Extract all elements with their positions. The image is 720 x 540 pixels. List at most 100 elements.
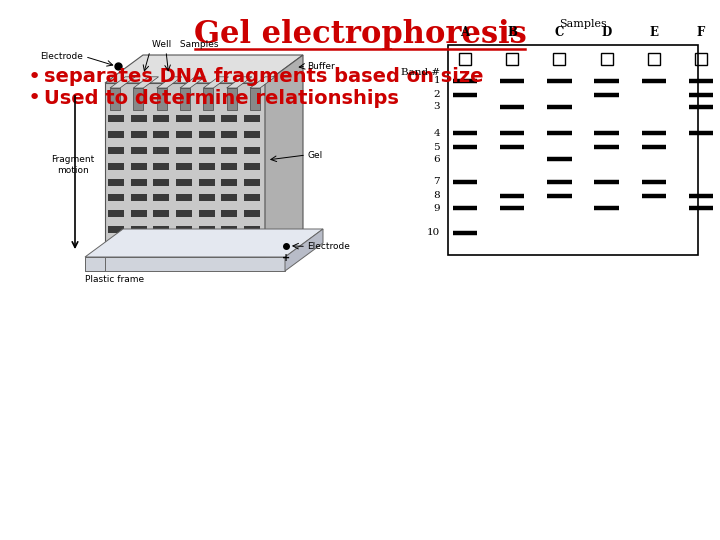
Bar [108,210,124,217]
Text: Gel electrophoresis: Gel electrophoresis [194,19,526,51]
Bar [244,163,260,170]
Bar [176,242,192,249]
Text: 8: 8 [433,192,440,200]
Bar [108,242,124,249]
Bar [221,210,238,217]
Bar [244,115,260,122]
Text: Buffer: Buffer [307,62,335,71]
Bar [176,131,192,138]
Polygon shape [203,88,213,110]
Bar [108,179,124,186]
Text: •: • [28,88,41,108]
Bar [199,179,215,186]
Bar [199,194,215,201]
Bar [176,163,192,170]
Bar [108,131,124,138]
Bar [153,194,169,201]
Text: 5: 5 [433,143,440,152]
Bar [176,210,192,217]
Text: E: E [649,26,658,39]
Bar [108,194,124,201]
Bar [130,242,147,249]
Polygon shape [105,55,303,83]
Text: B: B [508,26,517,39]
Bar [199,226,215,233]
Bar [153,147,169,154]
Text: Well   Samples: Well Samples [152,40,218,49]
Bar [176,147,192,154]
Polygon shape [85,257,105,271]
Bar [506,53,518,65]
Text: +: + [282,253,290,263]
Bar [153,210,169,217]
Bar [108,226,124,233]
Polygon shape [85,257,285,271]
Bar [130,163,147,170]
Bar [176,115,192,122]
Text: Band #: Band # [401,68,440,77]
Bar [130,147,147,154]
Text: 3: 3 [433,102,440,111]
Bar [221,242,238,249]
Bar [244,179,260,186]
Bar [130,210,147,217]
Polygon shape [227,88,237,110]
Bar [199,163,215,170]
Bar [244,131,260,138]
Bar [199,147,215,154]
Polygon shape [180,88,190,110]
Text: D: D [601,26,612,39]
Polygon shape [110,77,135,88]
Bar [130,179,147,186]
Bar [221,194,238,201]
Text: Electrode: Electrode [307,242,350,251]
Bar [221,147,238,154]
Text: 2: 2 [433,90,440,99]
Polygon shape [250,77,275,88]
Bar [130,194,147,201]
Text: A: A [460,26,469,39]
Bar [176,179,192,186]
Polygon shape [105,83,265,257]
Bar [199,242,215,249]
Polygon shape [110,88,120,110]
Text: Used to determine relationships: Used to determine relationships [44,89,399,107]
Polygon shape [265,55,303,257]
Text: Plastic frame: Plastic frame [85,275,144,284]
Bar [108,115,124,122]
Bar [244,194,260,201]
Polygon shape [133,77,158,88]
Bar [108,163,124,170]
Bar [153,179,169,186]
Polygon shape [133,88,143,110]
Bar [153,163,169,170]
Text: C: C [554,26,564,39]
Bar [244,226,260,233]
Text: 1: 1 [433,76,440,85]
Text: Fragment
motion: Fragment motion [51,156,94,175]
Bar [554,53,565,65]
Bar [130,226,147,233]
Text: F: F [697,26,705,39]
Bar [244,242,260,249]
Text: Gel: Gel [307,151,323,159]
Bar [221,131,238,138]
Text: •: • [28,67,41,87]
Bar [244,147,260,154]
Text: Electrode: Electrode [40,52,83,61]
Polygon shape [203,77,228,88]
Bar [221,226,238,233]
Polygon shape [85,229,323,257]
Bar [459,53,471,65]
Text: 6: 6 [433,155,440,164]
Polygon shape [157,77,182,88]
Text: 9: 9 [433,204,440,213]
Bar [153,115,169,122]
Bar [695,53,707,65]
Bar [176,194,192,201]
Bar [199,115,215,122]
Bar [199,210,215,217]
Polygon shape [250,88,260,110]
Bar [600,53,613,65]
Text: separates DNA fragments based on size: separates DNA fragments based on size [44,68,484,86]
